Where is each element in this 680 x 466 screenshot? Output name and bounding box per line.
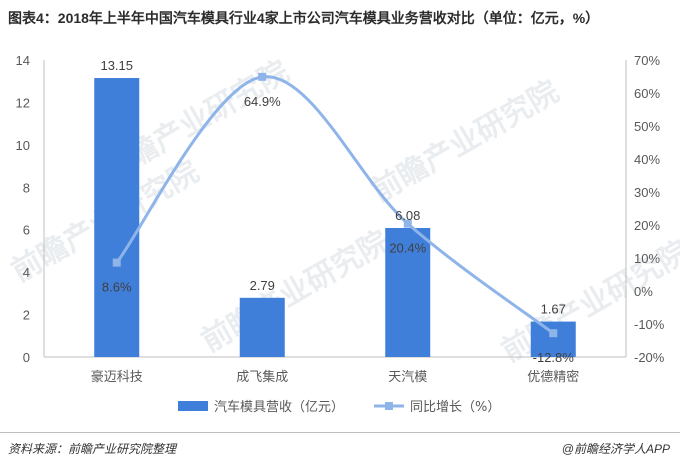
- y-left-tick-label: 4: [23, 265, 30, 280]
- growth-line: [115, 75, 555, 335]
- y-right-tick-label: 0%: [634, 284, 653, 299]
- bar: [385, 228, 431, 357]
- y-left-tick-label: 14: [16, 53, 30, 68]
- data-labels: 13.15 2.79 6.08 1.67 8.6% 64.9% 20.4% -12.8%: [100, 58, 574, 365]
- growth-point: [403, 219, 412, 228]
- bar-value-label: 2.79: [250, 278, 275, 293]
- y-right-tick-label: 60%: [634, 86, 660, 101]
- y-right-tick-label: 20%: [634, 218, 660, 233]
- y-right-tick-label: -20%: [634, 350, 665, 365]
- bar: [94, 78, 140, 358]
- legend-bar-swatch: [178, 401, 208, 411]
- line-series: [112, 72, 558, 338]
- x-tick-label: 优德精密: [527, 369, 579, 385]
- chart-title: 图表4：2018年上半年中国汽车模具行业4家上市公司汽车模具业务营收对比（单位：…: [8, 10, 600, 26]
- bar-value-label: 6.08: [395, 208, 420, 223]
- x-tick-label: 豪迈科技: [91, 369, 143, 385]
- y-left-tick-label: 6: [23, 223, 30, 238]
- y-right-tick-label: 70%: [634, 53, 660, 68]
- growth-point: [549, 329, 558, 338]
- y-left-tick-label: 2: [23, 308, 30, 323]
- growth-point: [258, 72, 267, 81]
- bar-series: [94, 78, 576, 358]
- growth-value-label: 8.6%: [102, 280, 132, 295]
- y-left-tick-label: 0: [23, 350, 30, 365]
- footer-divider: [0, 432, 680, 433]
- bar: [239, 297, 285, 357]
- watermark-text: 前瞻产业研究院: [196, 224, 395, 359]
- legend-line-marker: [385, 402, 393, 410]
- brand-credit: @前瞻经济学人APP: [561, 442, 670, 456]
- source-note: 资料来源：前瞻产业研究院整理: [8, 442, 177, 456]
- bar-value-label: 1.67: [541, 302, 566, 317]
- y-right-tick-label: 10%: [634, 251, 660, 266]
- growth-value-label: 64.9%: [244, 94, 281, 109]
- y-left-tick-label: 10: [16, 138, 30, 153]
- y-right-tick-label: 50%: [634, 119, 660, 134]
- growth-value-label: 20.4%: [389, 241, 426, 256]
- bar-value-label: 13.15: [100, 58, 133, 73]
- watermark-text: 前瞻产业研究院: [366, 74, 565, 209]
- x-tick-label: 成飞集成: [236, 369, 288, 385]
- axes: 0 2 4 6 8 10 12 14 -20% -10% 0% 10% 20% 30% 40% 50% 60% 7…: [16, 53, 665, 385]
- legend-bar-label: 汽车模具营收（亿元）: [214, 399, 344, 415]
- x-tick-label: 天汽模: [388, 370, 427, 385]
- y-left-tick-label: 12: [16, 95, 30, 110]
- bar: [530, 321, 576, 357]
- growth-value-label: -12.8%: [533, 350, 575, 365]
- y-right-tick-label: -10%: [634, 317, 665, 332]
- legend: 汽车模具营收（亿元） 同比增长（%）: [178, 399, 500, 415]
- growth-point: [112, 258, 121, 267]
- y-left-tick-label: 8: [23, 180, 30, 195]
- y-right-tick-label: 30%: [634, 185, 660, 200]
- y-right-tick-label: 40%: [634, 152, 660, 167]
- legend-line-label: 同比增长（%）: [410, 400, 500, 415]
